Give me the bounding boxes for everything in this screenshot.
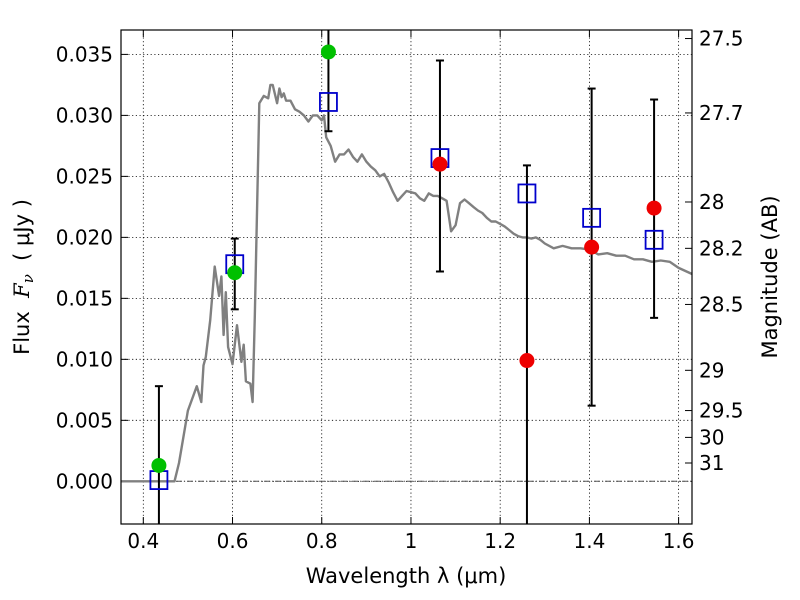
x-tick-label: 0.4 <box>127 529 159 553</box>
y-tick-label: 0.025 <box>56 164 113 188</box>
red-point <box>646 200 662 216</box>
x-tick-label: 0.8 <box>306 529 338 553</box>
green-point <box>320 44 336 60</box>
x-tick-label: 0.6 <box>217 529 249 553</box>
y-tick-label: 0.030 <box>56 103 113 127</box>
green-point <box>227 265 243 281</box>
mag-tick-label: 31 <box>699 451 724 475</box>
x-tick-label: 1.2 <box>484 529 516 553</box>
x-tick-label: 1.4 <box>573 529 605 553</box>
x-axis-title: Wavelength λ (μm) <box>306 564 507 588</box>
mag-tick-label: 28.2 <box>699 236 744 260</box>
mag-tick-label: 27.5 <box>699 27 744 51</box>
red-point <box>432 156 448 172</box>
mag-tick-label: 30 <box>699 425 724 449</box>
square-marker <box>582 207 602 228</box>
square-marker <box>319 92 338 112</box>
red-point <box>584 239 600 255</box>
mag-tick-label: 29 <box>699 358 724 382</box>
x-tick-label: 1 <box>405 529 418 553</box>
y-tick-label: 0.035 <box>56 42 113 66</box>
plot-area <box>121 30 692 524</box>
y-axis-title: Flux Fν ( μJy ) <box>10 199 37 355</box>
square-marker <box>644 229 664 250</box>
red-point <box>519 353 535 369</box>
model-spectrum-line <box>121 83 692 483</box>
square-marker <box>517 183 537 204</box>
green-point <box>151 457 167 473</box>
tick-labels: 0.4 0.6 0.8 1 1.2 1.4 1.6 0.000 0.005 0.010 0.015 0… <box>56 27 744 553</box>
mag-tick-label: 29.5 <box>699 399 744 423</box>
y-tick-label: 0.000 <box>56 469 113 493</box>
y-tick-label: 0.015 <box>56 286 113 310</box>
axis-ticks <box>121 30 692 524</box>
y-tick-label: 0.020 <box>56 225 113 249</box>
plot-frame <box>120 29 693 525</box>
mag-tick-label: 27.7 <box>699 101 744 125</box>
y-tick-label: 0.010 <box>56 347 113 371</box>
mag-tick-label: 28 <box>699 190 724 214</box>
mag-tick-label: 28.5 <box>699 292 744 316</box>
y-tick-label: 0.005 <box>56 408 113 432</box>
y2-axis-title: Magnitude (AB) <box>758 195 782 358</box>
grid-lines <box>121 30 692 524</box>
x-tick-label: 1.6 <box>663 529 695 553</box>
